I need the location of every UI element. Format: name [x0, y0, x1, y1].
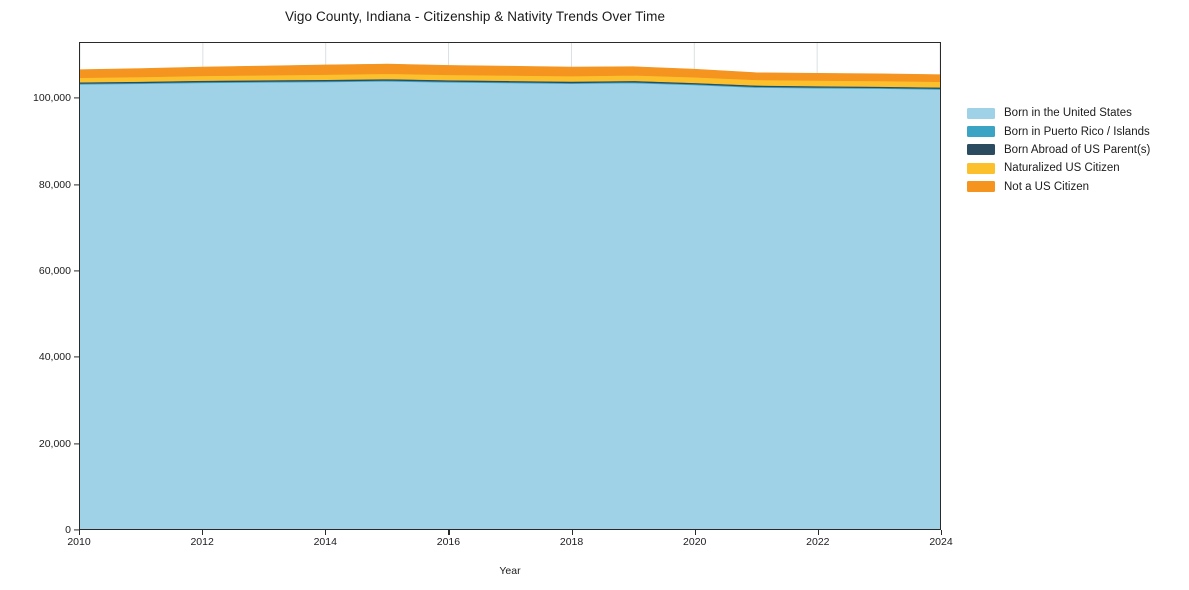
legend-item[interactable]: Naturalized US Citizen	[967, 159, 1187, 177]
y-tick-label: 0	[65, 524, 71, 536]
legend-color-swatch	[967, 126, 995, 138]
y-tick-mark	[74, 356, 79, 358]
legend-item[interactable]: Not a US Citizen	[967, 178, 1187, 196]
legend-label: Born Abroad of US Parent(s)	[1004, 143, 1151, 156]
y-tick-mark	[74, 97, 79, 99]
legend-color-swatch	[967, 181, 995, 193]
x-tick-mark	[202, 530, 204, 535]
x-tick-mark	[571, 530, 573, 535]
area-series	[80, 63, 940, 83]
x-tick-label: 2018	[559, 536, 584, 548]
x-tick-label: 2024	[929, 536, 953, 548]
legend-label: Naturalized US Citizen	[1004, 162, 1120, 175]
y-tick-label: 60,000	[38, 264, 71, 277]
x-tick-label: 2014	[313, 536, 337, 548]
x-tick-mark	[79, 530, 81, 535]
x-tick-mark	[325, 530, 327, 535]
y-tick-mark	[74, 183, 79, 186]
legend-color-swatch	[967, 107, 995, 119]
legend-item[interactable]: Born Abroad of US Parent(s)	[967, 141, 1187, 159]
y-tick-label: 100,000	[33, 92, 71, 105]
x-tick-label: 2010	[67, 536, 91, 548]
y-tick-mark	[74, 270, 79, 272]
x-tick-mark	[448, 530, 450, 535]
legend-color-swatch	[967, 162, 995, 174]
x-tick-mark	[817, 530, 820, 535]
x-axis-label: Year	[499, 565, 521, 577]
area-series	[80, 80, 940, 529]
y-axis-label: Population	[0, 236, 1, 286]
y-tick-label: 80,000	[38, 178, 71, 191]
x-tick-mark	[694, 530, 696, 535]
x-tick-label: 2016	[436, 536, 461, 548]
y-tick-label: 40,000	[38, 351, 71, 364]
plot-area	[79, 42, 941, 530]
y-tick-mark	[74, 443, 79, 445]
legend-item[interactable]: Born in the United States	[967, 104, 1187, 122]
x-tick-label: 2012	[190, 536, 214, 548]
stacked-area-series	[80, 63, 940, 529]
y-tick-label: 20,000	[38, 437, 71, 450]
legend-color-swatch	[967, 144, 995, 156]
x-tick-mark	[941, 530, 943, 535]
chart-legend: Born in the United States Born in Puerto …	[967, 104, 1187, 196]
chart-title: Vigo County, Indiana - Citizenship & Nat…	[284, 9, 666, 24]
x-tick-label: 2022	[806, 536, 830, 548]
legend-label: Not a US Citizen	[1004, 180, 1090, 193]
legend-item[interactable]: Born in Puerto Rico / Islands	[967, 122, 1187, 140]
x-tick-label: 2020	[683, 536, 707, 548]
legend-label: Born in the United States	[1004, 107, 1132, 120]
legend-label: Born in Puerto Rico / Islands	[1004, 125, 1150, 138]
y-tick-mark	[74, 529, 79, 531]
